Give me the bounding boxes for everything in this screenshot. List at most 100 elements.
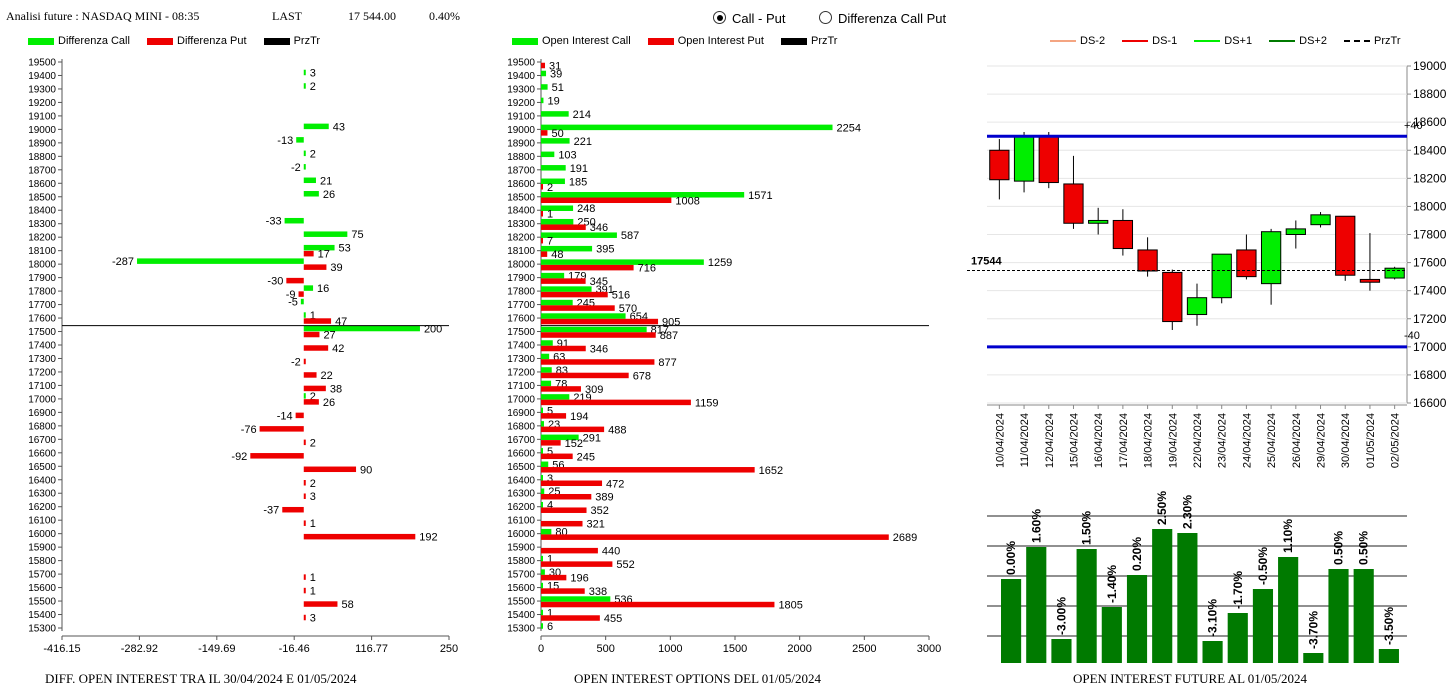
bar-value-label: 488 (608, 424, 626, 436)
bar-value-label: 5 (547, 446, 553, 458)
bar-value-label: 1008 (675, 195, 699, 207)
put-bar (286, 277, 304, 284)
call-bar (541, 380, 552, 387)
bar-value-label: -2 (291, 162, 301, 174)
put-bar (541, 480, 603, 487)
x-tick-label: 1000 (658, 643, 682, 655)
y-tick-label: 16400 (28, 475, 56, 486)
bar-value-label: 3 (310, 67, 316, 79)
future-oi-label: -3.00% (1054, 597, 1068, 635)
x-date-label: 16/04/2024 (1093, 413, 1105, 468)
radio-differenza-dot[interactable] (819, 11, 832, 24)
call-bar (541, 434, 579, 441)
call-bar (303, 393, 306, 399)
put-bar (541, 574, 567, 581)
radio-call-put-label: Call - Put (732, 11, 786, 26)
radio-differenza-call-put[interactable]: Differenza Call Put (819, 11, 946, 26)
y-tick-label: 16300 (507, 489, 535, 500)
put-bar (303, 331, 320, 338)
swatch-salmon-line (1050, 40, 1076, 43)
x-date-label: 19/04/2024 (1167, 413, 1179, 468)
y-tick-label: 17000 (507, 394, 535, 405)
future-oi-bar (1076, 549, 1097, 663)
put-bar (541, 237, 543, 244)
future-oi-bar (1353, 569, 1374, 663)
y-tick-label: 18100 (28, 246, 56, 257)
call-bar (303, 83, 306, 89)
y-tick-label: 17800 (507, 287, 535, 298)
call-bar (303, 244, 335, 251)
swatch-red (647, 37, 674, 45)
bar-value-label: 516 (612, 290, 630, 302)
candle-body (1260, 231, 1282, 285)
legend-item-oi-call: Open Interest Call (512, 35, 631, 47)
call-bar (137, 258, 304, 264)
x-date-label: 23/04/2024 (1217, 413, 1229, 468)
y-tick-label: 18400 (28, 206, 56, 217)
x-date-label: 10/04/2024 (994, 413, 1006, 468)
candle-body (1236, 249, 1257, 278)
radio-call-put-dot[interactable] (713, 11, 726, 24)
bar-value-label: -2 (291, 356, 301, 368)
legend-item-oi-put: Open Interest Put (647, 35, 764, 47)
y-tick-label: 17400 (1413, 284, 1447, 298)
put-bar (298, 291, 304, 297)
x-date-label: 18/04/2024 (1143, 413, 1155, 468)
put-bar (541, 493, 592, 500)
candle-body (1384, 267, 1405, 279)
x-tick-label: -16.46 (279, 643, 310, 655)
legend-candles: DS-2 DS-1 DS+1 DS+2 PrzTr (1050, 35, 1415, 47)
x-tick-label: 3000 (917, 643, 941, 655)
swatch-darkgreen-line (1269, 40, 1296, 43)
y-tick-label: 15300 (28, 624, 56, 635)
bar-value-label: 1652 (759, 465, 783, 477)
candle-body (1310, 214, 1331, 226)
candle-body (989, 149, 1010, 181)
x-date-label: 30/04/2024 (1340, 413, 1352, 468)
legend-item-oi-prztr: PrzTr (781, 35, 837, 47)
put-bar (541, 359, 655, 365)
put-bar (541, 413, 567, 419)
bar-value-label: 1 (310, 310, 316, 322)
candle-body (1211, 253, 1232, 299)
swatch-green-line (1194, 40, 1221, 43)
candle-body (1137, 249, 1158, 272)
bar-value-label: 103 (558, 149, 576, 161)
prztr-value-label: 17544 (971, 255, 1002, 267)
future-oi-bar (1152, 529, 1173, 663)
put-bar (303, 466, 357, 473)
call-bar (541, 205, 574, 211)
candle-body (1013, 135, 1035, 182)
call-bar (541, 192, 745, 198)
bar-value-label: 194 (570, 411, 588, 423)
future-oi-bar (1051, 639, 1072, 663)
bar-value-label: 42 (332, 343, 344, 355)
y-tick-label: 18300 (507, 219, 535, 230)
legend-item-ds-1: DS-1 (1122, 35, 1177, 47)
x-tick-label: -282.92 (121, 643, 158, 655)
bar-value-label: 455 (604, 613, 622, 625)
bar-value-label: 200 (424, 324, 442, 336)
change-percent: 0.40% (429, 9, 460, 23)
y-tick-label: 19500 (507, 58, 535, 69)
y-tick-label: 18900 (28, 138, 56, 149)
bar-value-label: 248 (577, 203, 595, 215)
bar-value-label: 2 (310, 478, 316, 490)
y-tick-label: 18600 (507, 179, 535, 190)
y-tick-label: 17000 (28, 394, 56, 405)
put-bar (541, 291, 608, 298)
radio-call-put[interactable]: Call - Put (713, 11, 785, 26)
call-bar (541, 582, 543, 589)
x-date-label: 26/04/2024 (1291, 413, 1303, 468)
candle-body (1335, 215, 1356, 276)
y-tick-label: 17100 (507, 381, 535, 392)
put-bar (259, 426, 304, 432)
header: Analisi future : NASDAQ MINI - 08:35 LAS… (6, 9, 460, 24)
legend-item-ds+2: DS+2 (1269, 35, 1327, 47)
bar-value-label: 1159 (695, 397, 719, 409)
y-tick-label: 16700 (28, 435, 56, 446)
future-oi-bar (1101, 607, 1122, 663)
footer-diff: DIFF. OPEN INTEREST TRA IL 30/04/2024 E … (45, 671, 357, 686)
y-tick-label: 15700 (507, 570, 535, 581)
y-tick-label: 18600 (28, 179, 56, 190)
